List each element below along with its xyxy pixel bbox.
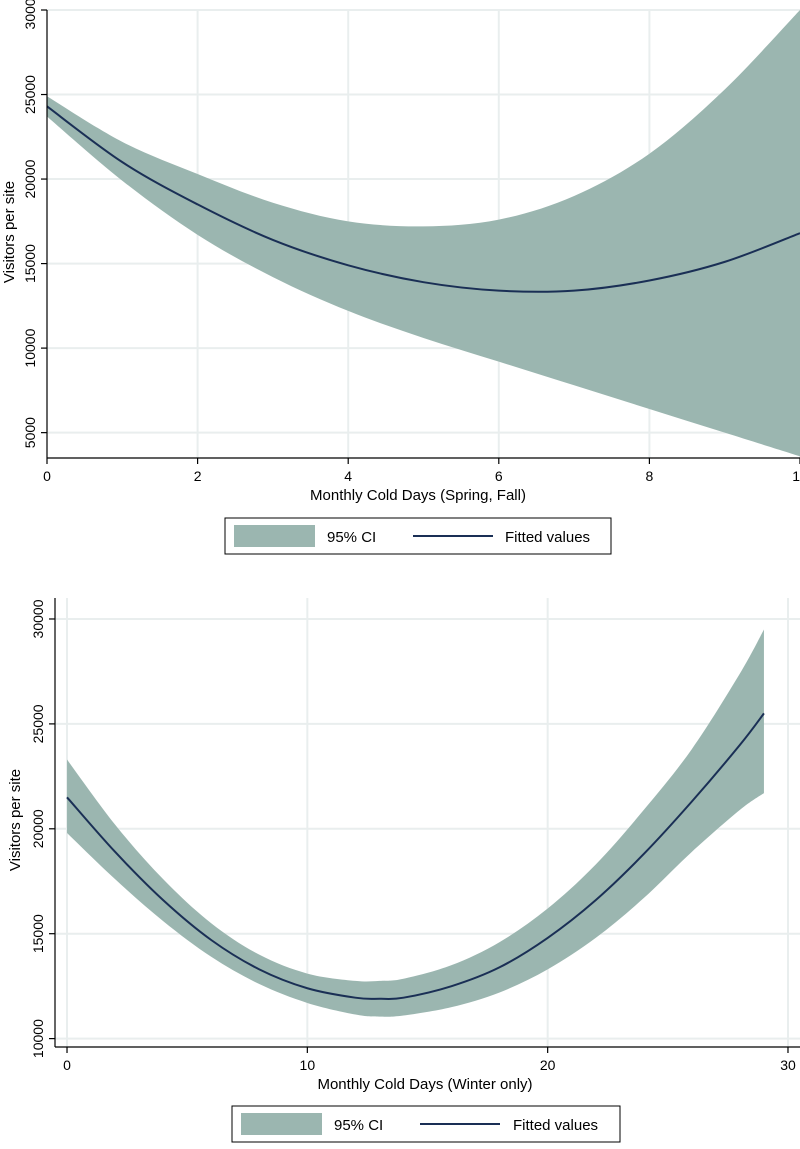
chart2-legend-fit-label: Fitted values — [513, 1117, 598, 1134]
chart2-legend-ci-swatch — [241, 1113, 322, 1135]
x-tick-label: 2 — [194, 468, 202, 484]
y-tick-label: 10000 — [22, 328, 38, 367]
chart1-y-axis-label: Visitors per site — [1, 181, 18, 283]
chart1-legend-fit-label: Fitted values — [505, 529, 590, 546]
x-tick-label: 20 — [540, 1057, 556, 1073]
chart2-y-ticks: 10000 15000 20000 25000 30000 — [30, 599, 55, 1058]
chart1-x-axis-label: Monthly Cold Days (Spring, Fall) — [310, 487, 526, 504]
x-tick-label: 6 — [495, 468, 503, 484]
chart2-legend-ci-label: 95% CI — [334, 1117, 383, 1134]
y-tick-label: 10000 — [30, 1019, 46, 1058]
y-tick-label: 5000 — [22, 417, 38, 448]
x-tick-label: 10 — [300, 1057, 316, 1073]
chart1-x-ticks: 0 2 4 6 8 10 — [43, 458, 800, 484]
chart1-gridlines — [47, 9, 800, 458]
y-tick-label: 20000 — [22, 159, 38, 198]
x-tick-label: 10 — [792, 468, 800, 484]
chart1-legend: 95% CI Fitted values — [224, 517, 612, 555]
x-tick-label: 4 — [344, 468, 352, 484]
y-tick-label: 20000 — [30, 809, 46, 848]
x-tick-label: 8 — [646, 468, 654, 484]
chart1-legend-ci-swatch — [234, 525, 315, 547]
x-tick-label: 0 — [63, 1057, 71, 1073]
chart2-legend: 95% CI Fitted values — [231, 1105, 621, 1143]
chart-spring-fall: 0 2 4 6 8 10 5000 10000 15000 20000 25000 30000 Mo… — [1, 0, 800, 555]
x-tick-label: 0 — [43, 468, 51, 484]
y-tick-label: 25000 — [22, 75, 38, 114]
y-tick-label: 25000 — [30, 704, 46, 743]
chart2-gridlines — [55, 598, 800, 1047]
chart2-y-axis-label: Visitors per site — [7, 769, 24, 871]
chart2-x-axis-label: Monthly Cold Days (Winter only) — [317, 1076, 532, 1093]
x-tick-label: 30 — [780, 1057, 796, 1073]
y-tick-label: 30000 — [30, 599, 46, 638]
chart1-legend-ci-label: 95% CI — [327, 529, 376, 546]
chart1-fitted-line — [46, 105, 800, 293]
chart1-ci-band — [47, 10, 800, 457]
y-tick-label: 15000 — [30, 914, 46, 953]
chart-winter: 0 10 20 30 10000 15000 20000 25000 30000 Monthl… — [7, 598, 800, 1143]
y-tick-label: 30000 — [22, 0, 38, 29]
chart2-ci-band — [67, 629, 764, 1017]
y-tick-label: 15000 — [22, 244, 38, 283]
chart2-x-ticks: 0 10 20 30 — [63, 1047, 796, 1073]
chart1-y-ticks: 5000 10000 15000 20000 25000 30000 — [22, 0, 47, 448]
chart2-fitted-line — [66, 712, 765, 1001]
